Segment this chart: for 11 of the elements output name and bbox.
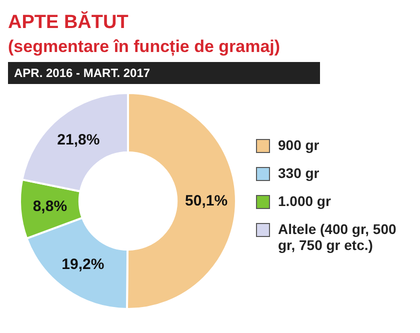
data-label: 19,2%	[62, 256, 104, 274]
legend-label: Altele (400 gr, 500 gr, 750 gr etc.)	[278, 221, 398, 253]
data-label: 50,1%	[185, 192, 228, 210]
text: APR. 2016 - MART. 2017	[8, 62, 320, 84]
chart-title: APTE BĂTUT	[8, 10, 130, 35]
legend-label: 900 gr	[278, 137, 320, 153]
data-label: 21,8%	[57, 132, 100, 149]
data-label: 8,8%	[32, 198, 68, 216]
legend-label: 330 gr	[278, 165, 320, 181]
legend-label: 1.000 gr	[278, 193, 332, 209]
chart-subtitle: (segmentare în funcție de gramaj)	[8, 36, 282, 58]
